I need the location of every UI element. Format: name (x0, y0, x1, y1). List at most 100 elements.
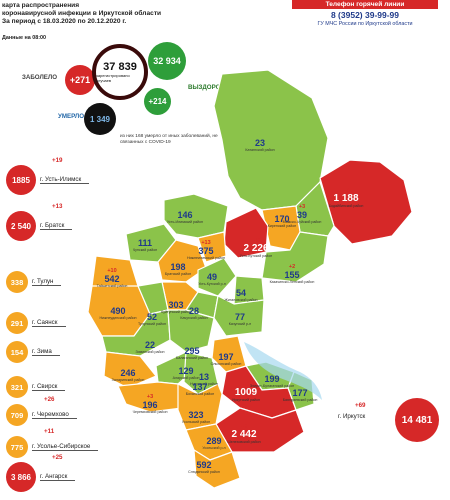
header-title: карта распространения коронавирусной инф… (2, 2, 272, 26)
district-name: Качугский р-н (228, 322, 252, 326)
header-line-3: За период с 18.03.2020 по 20.12.2020 г. (2, 18, 127, 25)
district-name: Зиминский район (135, 350, 165, 354)
district-label: 137 Боханский район (186, 382, 214, 396)
district-value: 246 (120, 368, 136, 378)
kazachinsk-district (261, 231, 329, 283)
city-delta: +19 (52, 157, 63, 164)
zalari-district (103, 351, 157, 389)
city-delta: +25 (52, 454, 63, 461)
died-circle: 1 349 (84, 103, 116, 135)
city-circle: 3 866 (6, 462, 36, 492)
usolye-district (177, 383, 223, 431)
city-circle: 2 540 (6, 211, 36, 241)
district-label: 28 Качугский район (180, 306, 207, 320)
district-delta: +5 (342, 188, 350, 194)
district-value: 49 (206, 272, 217, 282)
city-delta: +11 (44, 428, 55, 435)
nizhneilimsk-district (197, 231, 227, 263)
district-name: Баяндаевский район (282, 398, 318, 402)
irkutsk-circle: 14 481 (395, 398, 439, 442)
district-name: Балаганский район (175, 356, 209, 360)
district-value: 28 (188, 306, 200, 316)
district-label: 54 Жигаловский район (225, 288, 258, 302)
district-label: 177 Баяндаевский район (283, 388, 318, 402)
district-value: 295 (184, 346, 200, 356)
city-name: г. Зима (32, 348, 60, 356)
district-delta: +3 (298, 204, 306, 210)
district-label: 592 Слюдянский район (188, 460, 220, 474)
city-name: г. Свирск (32, 383, 66, 391)
total-value: 37 839 (103, 61, 137, 73)
district-label: +5 1 188 Бодайбинский район (329, 188, 364, 208)
recovered-delta-value: +214 (148, 97, 167, 106)
district-value: 54 (235, 288, 246, 298)
district-delta: +6 (240, 424, 248, 430)
district-name: Куйтунский район (161, 310, 191, 314)
district-value: 323 (188, 410, 204, 420)
district-name: Боханский район (185, 392, 215, 396)
district-name: Иркутский район (232, 398, 260, 402)
city-value: 291 (10, 318, 24, 328)
city-delta: +13 (52, 203, 63, 210)
district-label: 13 Нукутский район (190, 372, 218, 386)
district-name: Усольский район (181, 420, 211, 424)
hotline-org: ГУ МЧС России по Иркутской области (317, 21, 413, 27)
district-value: 199 (264, 374, 280, 384)
city-name: г. Усть-Илимск (40, 176, 90, 184)
district-name: Мамско-Чуйский район (282, 220, 322, 224)
district-label: 490 Нижнеудинский район (99, 306, 136, 320)
city-value: 775 (10, 442, 24, 452)
district-label: 323 Усольский район (182, 410, 210, 424)
district-value: 13 (198, 372, 209, 382)
district-value: 375 (198, 246, 214, 256)
district-value: 289 (206, 436, 222, 446)
city-name: г. Ангарск (40, 473, 76, 481)
district-label: +6 1009 Иркутский район (232, 382, 260, 402)
district-value: 196 (142, 400, 158, 410)
city-name: г. Черемхово (32, 411, 77, 419)
district-name: Жигаловский район (224, 298, 258, 302)
district-delta: +13 (201, 240, 211, 246)
district-label: 129 Аларский район (173, 366, 200, 380)
district-name: Усть-Кутский район (239, 254, 273, 258)
district-name: Черемховский район (132, 410, 168, 414)
district-label: +23 2 226 Усть-Кутский район (240, 238, 272, 258)
district-name: Усть-Илимский район (166, 220, 204, 224)
district-label: 146 Усть-Илимский район (167, 210, 203, 224)
district-name: Качугский район (180, 316, 208, 320)
district-value: 52 (146, 312, 157, 322)
city-value: 154 (10, 347, 24, 357)
district-label: +3 39 Мамско-Чуйский район (283, 204, 322, 224)
district-name: Бодайбинский район (328, 204, 364, 208)
district-delta: +3 (146, 394, 154, 400)
district-name: Усольский р-н (202, 446, 226, 450)
district-name: Чунский район (132, 248, 158, 252)
district-value: 137 (192, 382, 208, 392)
district-delta: +6 (242, 382, 250, 388)
district-label: +3 196 Черемховский район (133, 394, 168, 414)
district-name: Нижнеудинский район (99, 316, 137, 320)
died-value: 1 349 (89, 114, 111, 124)
district-label: 303 Куйтунский район (161, 300, 191, 314)
district-value: 170 (274, 214, 290, 224)
district-label: 198 Братский район (165, 262, 191, 276)
district-value: 303 (168, 300, 184, 310)
district-label: +6 2 442 Шелеховский район (227, 424, 260, 444)
city-value: 709 (10, 410, 24, 420)
district-name: Катангский район (245, 148, 275, 152)
irkutsk-delta: +69 (355, 402, 366, 409)
recovered-delta-circle: +214 (144, 88, 171, 115)
district-label: 246 Заларинский район (112, 368, 145, 382)
district-label: 52 Тулунский район (138, 312, 166, 326)
district-delta: +2 (288, 264, 296, 270)
district-name: Братский район (164, 272, 192, 276)
city-circle: 321 (6, 376, 28, 398)
header-line-1: карта распространения (2, 2, 80, 9)
district-label: 295 Балаганский район (176, 346, 208, 360)
total-circle: 37 839 зарегистрировано случаев (92, 44, 148, 100)
district-name: Эхирит-Булагатский район (249, 384, 295, 388)
recovered-circle: 32 934 (148, 42, 186, 80)
city-circle: 291 (6, 312, 28, 334)
hotline-title: Телефон горячей линии (292, 0, 438, 9)
